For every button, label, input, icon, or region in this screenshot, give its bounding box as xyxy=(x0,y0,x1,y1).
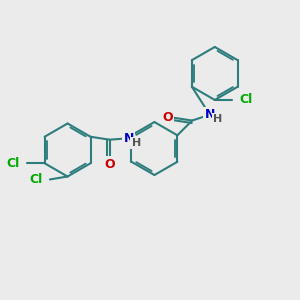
Text: Cl: Cl xyxy=(6,157,20,170)
Text: O: O xyxy=(162,111,173,124)
Text: O: O xyxy=(104,158,115,171)
Text: N: N xyxy=(205,108,215,121)
Text: N: N xyxy=(124,132,134,145)
Text: H: H xyxy=(213,114,223,124)
Text: H: H xyxy=(131,138,141,148)
Text: Cl: Cl xyxy=(29,173,43,186)
Text: Cl: Cl xyxy=(240,93,253,106)
